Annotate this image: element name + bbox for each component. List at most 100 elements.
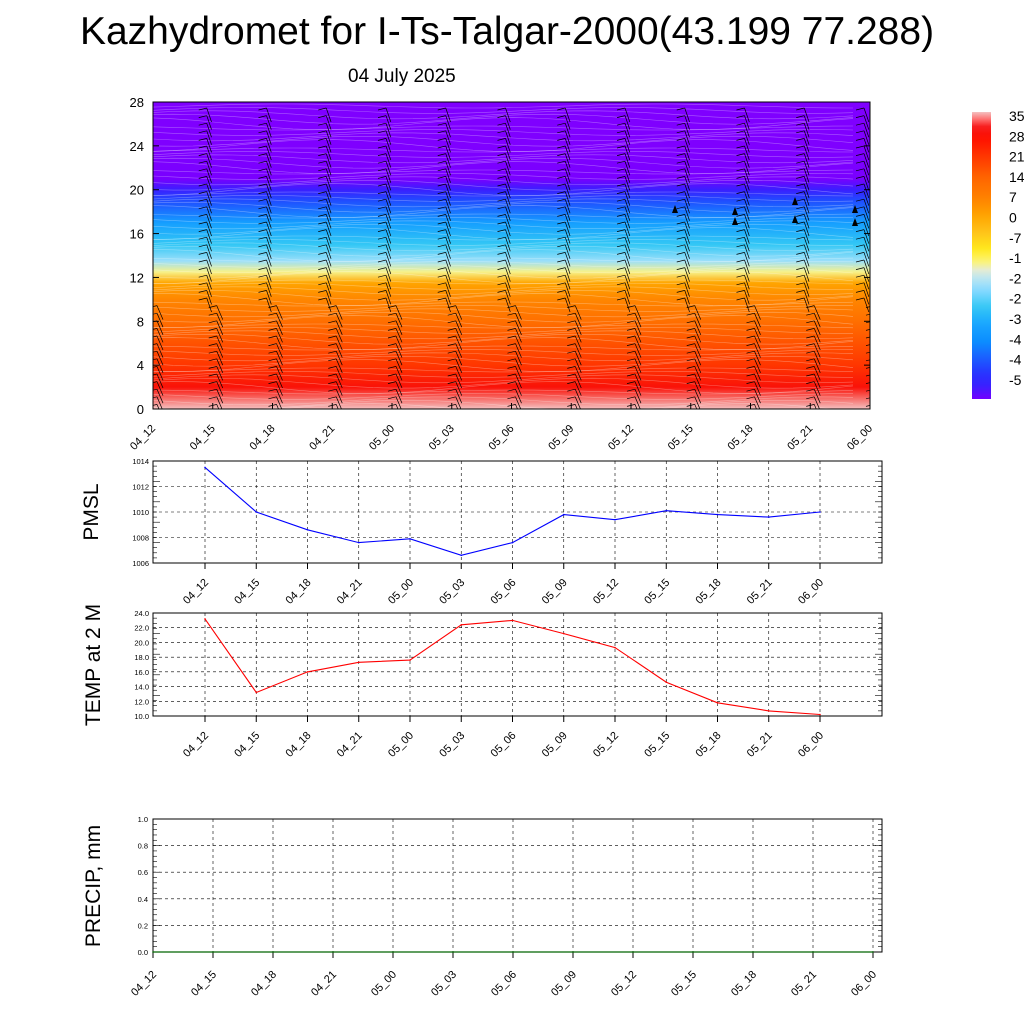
wind-barb-flag	[328, 335, 337, 339]
wind-barb-flag	[507, 350, 516, 354]
wind-barb	[684, 237, 690, 252]
y-tick-label: 0.8	[138, 842, 148, 851]
wind-barb-flag	[736, 122, 745, 126]
wind-barb	[395, 320, 403, 335]
wind-barb-flag	[208, 320, 217, 324]
wind-barb	[874, 382, 880, 396]
wind-barb	[564, 290, 571, 305]
wind-barb	[325, 267, 332, 282]
wind-barb-flag	[567, 358, 576, 362]
panel-frame	[152, 818, 883, 953]
wind-barb-flag	[258, 229, 267, 232]
wind-barb-flag	[616, 297, 626, 301]
wind-barb	[156, 404, 160, 409]
wind-barb-flag	[497, 160, 506, 164]
x-tick-label: 05_15	[669, 969, 699, 999]
wind-barb	[684, 168, 690, 183]
wind-barb-flag	[208, 305, 217, 308]
wind-barb	[634, 313, 642, 328]
wind-barb-flag	[258, 282, 267, 286]
y-tick-label: 0.4	[138, 895, 148, 904]
wind-pennant	[792, 215, 798, 223]
wind-barb-flag	[676, 236, 685, 240]
contour-line	[153, 176, 854, 186]
wind-barb-flag	[139, 268, 147, 270]
wind-barb	[266, 199, 272, 214]
wind-barb	[335, 343, 343, 358]
wind-barb	[206, 199, 212, 214]
wind-barb	[505, 199, 511, 214]
wind-barb-flag	[626, 396, 636, 400]
wind-barb-flag	[377, 252, 387, 255]
wind-barb	[803, 237, 810, 252]
wind-barb-flag	[258, 274, 267, 278]
wind-barb-flag	[507, 366, 516, 369]
x-tick-label: 05_00	[369, 969, 399, 999]
wind-barb-flag	[736, 267, 745, 270]
wind-barb-flag	[318, 115, 327, 118]
wind-barb-flag	[437, 252, 446, 255]
wind-barb-flag	[198, 252, 207, 255]
x-tick-label: 05_12	[606, 423, 636, 453]
data-point	[460, 554, 463, 557]
wind-barb-flag	[855, 274, 865, 278]
colorbar-label: -7	[1009, 230, 1022, 246]
data-point	[409, 659, 411, 661]
x-tick-label: 05_03	[429, 969, 459, 999]
x-tick-label: 05_00	[386, 730, 416, 760]
wind-barb	[754, 373, 761, 389]
wind-barb	[744, 221, 750, 237]
wind-barb-flag	[557, 252, 566, 255]
y-tick-label: 0	[137, 402, 144, 417]
wind-barb-flag	[208, 358, 217, 362]
wind-barb-flag	[437, 214, 446, 217]
wind-barb	[803, 176, 810, 191]
wind-barb	[813, 313, 821, 328]
wind-barb	[803, 199, 810, 214]
wind-barb-flag	[686, 343, 695, 346]
pmsl-panel: 1006 1008 1010 1012 1014 04_12 04_15 04_18 04_21…	[80, 457, 883, 607]
contour-line	[153, 183, 854, 196]
wind-barb	[744, 290, 750, 305]
wind-barb	[455, 313, 463, 328]
wind-barb-flag	[208, 366, 217, 369]
wind-barb	[266, 206, 272, 221]
wind-barb	[874, 321, 880, 335]
wind-barb-flag	[806, 366, 815, 369]
wind-barb	[266, 123, 272, 138]
wind-barb	[505, 191, 511, 206]
wind-barb	[564, 168, 571, 183]
wind-barb-flag	[437, 267, 446, 270]
wind-barb-flag	[497, 183, 506, 187]
wind-barb-flag	[855, 107, 865, 111]
wind-barb	[156, 351, 164, 366]
x-tick-label: 04_18	[284, 730, 314, 760]
contour-line	[153, 107, 854, 114]
wind-barb-flag	[855, 297, 865, 301]
wind-barb-flag	[626, 381, 636, 384]
wind-barb-flag	[497, 191, 506, 194]
wind-barb-flag	[497, 206, 506, 210]
wind-barb	[684, 275, 690, 290]
wind-barb-flag	[437, 297, 446, 301]
colorbar-label: -3	[1009, 311, 1022, 327]
wind-barb	[455, 366, 463, 381]
wind-barb-flag	[377, 274, 387, 278]
wind-barb-flag	[318, 229, 327, 232]
data-point	[752, 951, 754, 953]
wind-barb-flag	[616, 274, 626, 278]
contour-line	[153, 129, 854, 136]
wind-barb-flag	[328, 396, 337, 400]
wind-barb	[156, 389, 164, 404]
wind-barb-flag	[153, 335, 158, 338]
wind-barb-flag	[616, 130, 626, 134]
wind-barb-flag	[616, 168, 626, 172]
wind-barb-flag	[567, 343, 576, 346]
wind-barb	[684, 282, 690, 297]
y-tick-label: 1014	[132, 457, 149, 466]
data-point	[512, 951, 514, 953]
wind-barb	[206, 282, 212, 297]
colorbar: 35 28 21 14 7 0 -7 -1 -2 -2 -3 -4 -4 -5	[972, 108, 1024, 399]
wind-barb	[515, 313, 522, 328]
wind-barb-flag	[198, 115, 207, 118]
